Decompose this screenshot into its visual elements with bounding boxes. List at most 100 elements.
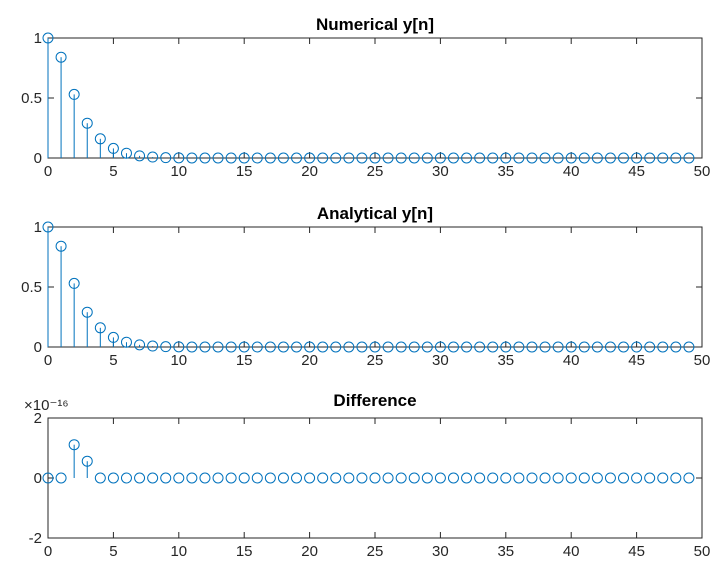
stem-marker (670, 152, 682, 164)
stem-marker (552, 341, 564, 353)
stem-marker (160, 472, 172, 484)
subplot-2-y-tick-label: 1 (34, 219, 42, 236)
stem-marker (107, 142, 119, 154)
subplot-3-y-tick-label: 0 (34, 470, 42, 487)
subplot-2-x-tick-label: 45 (628, 352, 645, 369)
stem-marker (225, 472, 237, 484)
stem-marker (683, 152, 695, 164)
subplot-2-x-tick-label: 20 (301, 352, 318, 369)
stem-marker (474, 152, 486, 164)
stem-marker (487, 152, 499, 164)
subplot-1-ticks: 0 5 10 15 20 25 30 35 40 45 50 0 0.5 1 (21, 30, 710, 180)
stem-marker (173, 341, 185, 353)
stem-marker (55, 472, 67, 484)
subplot-2-ticks: 0 5 10 15 20 25 30 35 40 45 50 0 0.5 1 (21, 219, 710, 369)
stem-marker (225, 152, 237, 164)
stem-marker (304, 152, 316, 164)
subplot-2-x-tick-label: 50 (694, 352, 711, 369)
subplot-2-x-tick-label: 35 (497, 352, 514, 369)
stem-marker (173, 152, 185, 164)
stem-marker (670, 472, 682, 484)
subplot-3-ticks: 0 5 10 15 20 25 30 35 40 45 50-202 (29, 410, 711, 560)
stem-marker (68, 88, 80, 100)
stem-marker (487, 472, 499, 484)
stem-marker (304, 472, 316, 484)
subplot-3-x-tick-label: 35 (497, 543, 514, 560)
subplot-1-x-tick-label: 30 (432, 163, 449, 180)
subplot-2-stems (42, 221, 695, 353)
stem-marker (199, 341, 211, 353)
stem-marker (591, 152, 603, 164)
stem-marker (134, 472, 146, 484)
stem-marker (238, 341, 250, 353)
stem-marker (212, 152, 224, 164)
stem-marker (42, 32, 54, 44)
stem-marker (408, 472, 420, 484)
subplot-difference: Difference ×10⁻¹⁶ 0 5 10 15 20 25 30 35 40 45 50-2… (24, 391, 710, 560)
stem-marker (81, 455, 93, 467)
stem-marker (421, 341, 433, 353)
subplot-3-x-tick-label: 10 (170, 543, 187, 560)
stem-marker (120, 147, 132, 159)
subplot-2-x-tick-label: 5 (109, 352, 117, 369)
stem-marker (42, 221, 54, 233)
stem-marker (212, 472, 224, 484)
stem-marker (330, 472, 342, 484)
subplot-3-stems (42, 439, 695, 484)
stem-marker (408, 341, 420, 353)
subplot-3-x-tick-label: 45 (628, 543, 645, 560)
stem-marker (291, 341, 303, 353)
stem-marker (382, 472, 394, 484)
stem-marker (238, 472, 250, 484)
subplot-3-x-tick-label: 50 (694, 543, 711, 560)
stem-marker (631, 472, 643, 484)
stem-marker (683, 341, 695, 353)
stem-marker (264, 341, 276, 353)
subplot-1-x-tick-label: 25 (367, 163, 384, 180)
stem-marker (238, 152, 250, 164)
subplot-1-y-tick-label: 0 (34, 150, 42, 167)
stem-marker (604, 472, 616, 484)
subplot-1-x-tick-label: 35 (497, 163, 514, 180)
stem-marker (225, 341, 237, 353)
stem-marker (264, 152, 276, 164)
stem-marker (539, 152, 551, 164)
stem-marker (291, 152, 303, 164)
stem-marker (644, 472, 656, 484)
stem-marker (578, 152, 590, 164)
stem-marker (369, 472, 381, 484)
stem-marker (591, 472, 603, 484)
subplot-1-x-tick-label: 15 (236, 163, 253, 180)
subplot-1-x-tick-label: 40 (563, 163, 580, 180)
stem-marker (395, 472, 407, 484)
stem-marker (644, 152, 656, 164)
stem-marker (395, 152, 407, 164)
stem-marker (683, 472, 695, 484)
stem-marker (604, 341, 616, 353)
subplot-3-exponent-label: ×10⁻¹⁶ (24, 397, 69, 414)
stem-marker (68, 439, 80, 451)
stem-marker (160, 152, 172, 164)
subplot-1-title: Numerical y[n] (316, 15, 434, 34)
stem-marker (526, 341, 538, 353)
subplot-3-x-tick-label: 30 (432, 543, 449, 560)
stem-marker (356, 472, 368, 484)
stem-marker (513, 341, 525, 353)
subplot-1-x-tick-label: 0 (44, 163, 52, 180)
stem-marker (644, 341, 656, 353)
subplot-analytical: Analytical y[n] 0 5 10 15 20 25 30 35 40 45 50 0 0.5… (21, 204, 710, 369)
stem-marker (251, 152, 263, 164)
stem-marker (434, 152, 446, 164)
stem-marker (591, 341, 603, 353)
stem-marker (42, 472, 54, 484)
stem-marker (526, 472, 538, 484)
stem-marker (304, 341, 316, 353)
stem-marker (604, 152, 616, 164)
stem-marker (369, 341, 381, 353)
subplot-2-axes (47, 226, 703, 348)
stem-marker (147, 151, 159, 163)
subplot-3-x-tick-label: 40 (563, 543, 580, 560)
stem-marker (147, 340, 159, 352)
stem-marker (160, 341, 172, 353)
